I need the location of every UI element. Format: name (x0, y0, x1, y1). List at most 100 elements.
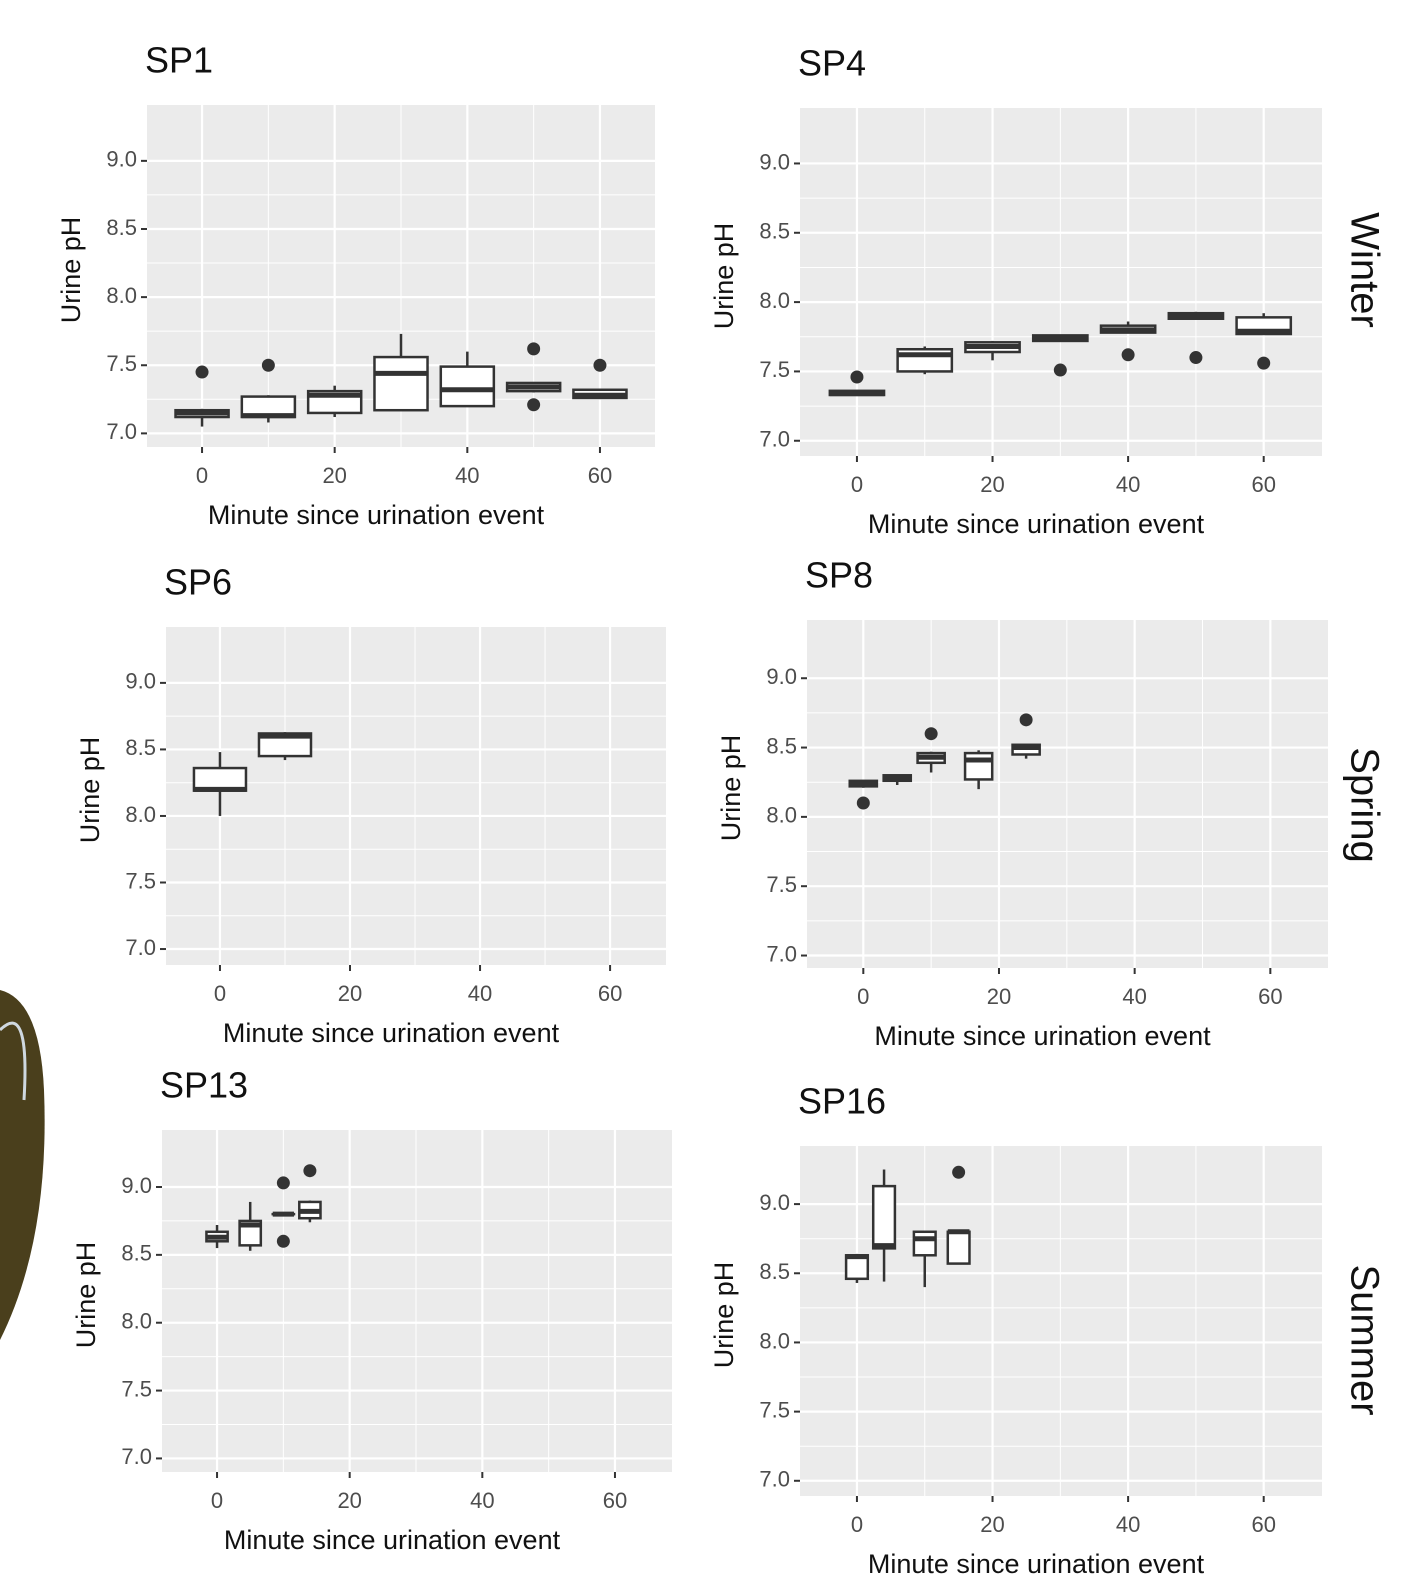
y-tick-label: 8.0 (759, 288, 790, 313)
outlier (856, 796, 870, 810)
outlier (276, 1234, 290, 1248)
y-tick-label: 8.5 (121, 1241, 152, 1266)
plot-background (162, 1130, 672, 1472)
box (373, 355, 429, 412)
x-axis-title: Minute since urination event (208, 500, 545, 530)
outlier (924, 727, 938, 741)
box (871, 1184, 897, 1250)
x-tick-label: 40 (1122, 984, 1146, 1009)
outlier (1189, 351, 1203, 365)
plot-background (166, 627, 666, 965)
y-tick-label: 9.0 (759, 1190, 790, 1215)
y-tick-label: 9.0 (106, 147, 137, 172)
x-tick-label: 60 (603, 1488, 627, 1513)
x-tick-label: 60 (1251, 472, 1275, 497)
box (439, 365, 496, 408)
x-axis-title: Minute since urination event (224, 1525, 561, 1555)
x-tick-label: 0 (851, 1512, 863, 1537)
x-tick-label: 60 (588, 463, 612, 488)
x-tick-label: 40 (1116, 1512, 1140, 1537)
x-tick-label: 20 (337, 1488, 361, 1513)
outlier (1121, 348, 1135, 362)
box (912, 1230, 937, 1257)
y-axis-title: Urine pH (709, 1262, 739, 1369)
outlier (261, 358, 275, 372)
y-tick-label: 8.0 (759, 1328, 790, 1353)
y-tick-label: 7.0 (759, 1467, 790, 1492)
outlier (1257, 356, 1271, 370)
panel-title: SP6 (164, 562, 232, 603)
y-tick-label: 7.5 (106, 351, 137, 376)
y-tick-label: 8.5 (106, 215, 137, 240)
y-tick-label: 7.5 (759, 357, 790, 382)
y-tick-label: 8.5 (766, 733, 797, 758)
y-tick-label: 8.5 (759, 219, 790, 244)
x-tick-label: 20 (987, 984, 1011, 1009)
panel-title: SP4 (798, 43, 866, 84)
background-photo (0, 990, 45, 1340)
x-tick-label: 40 (455, 463, 479, 488)
y-tick-label: 7.5 (121, 1376, 152, 1401)
outlier (527, 342, 541, 356)
y-tick-label: 7.5 (125, 868, 156, 893)
y-tick-label: 7.5 (766, 872, 797, 897)
row-label: Spring (1342, 747, 1386, 863)
outlier (952, 1165, 966, 1179)
x-tick-label: 60 (598, 981, 622, 1006)
x-tick-label: 20 (980, 1512, 1004, 1537)
y-tick-label: 9.0 (766, 664, 797, 689)
x-tick-label: 0 (851, 472, 863, 497)
x-tick-label: 40 (468, 981, 492, 1006)
y-tick-label: 9.0 (759, 149, 790, 174)
box (946, 1230, 971, 1265)
background-photo-edge (0, 1021, 27, 1101)
y-tick-label: 8.0 (106, 283, 137, 308)
x-axis-title: Minute since urination event (874, 1021, 1211, 1051)
x-axis-title: Minute since urination event (223, 1018, 560, 1048)
plot-background (800, 108, 1322, 456)
y-tick-label: 9.0 (125, 669, 156, 694)
outlier (276, 1176, 290, 1190)
x-tick-label: 20 (338, 981, 362, 1006)
x-tick-label: 20 (322, 463, 346, 488)
row-label: Winter (1342, 212, 1386, 328)
y-tick-label: 9.0 (121, 1173, 152, 1198)
x-tick-label: 20 (980, 472, 1004, 497)
y-tick-label: 8.5 (125, 735, 156, 760)
x-tick-label: 40 (470, 1488, 494, 1513)
y-tick-label: 8.0 (766, 803, 797, 828)
x-tick-label: 0 (214, 981, 226, 1006)
y-tick-label: 7.0 (121, 1444, 152, 1469)
outlier (195, 365, 209, 379)
outlier (850, 370, 864, 384)
panel-title: SP1 (145, 40, 213, 81)
y-tick-label: 7.5 (759, 1397, 790, 1422)
y-axis-title: Urine pH (716, 735, 746, 842)
y-tick-label: 8.0 (121, 1309, 152, 1334)
y-tick-label: 7.0 (125, 935, 156, 960)
row-label: Summer (1342, 1264, 1386, 1415)
y-axis-title: Urine pH (709, 223, 739, 330)
outlier (303, 1164, 317, 1178)
box (257, 732, 313, 758)
y-tick-label: 7.0 (106, 419, 137, 444)
y-axis-title: Urine pH (75, 737, 105, 844)
y-tick-label: 7.0 (759, 427, 790, 452)
x-tick-label: 0 (857, 984, 869, 1009)
x-axis-title: Minute since urination event (868, 1549, 1205, 1576)
y-axis-title: Urine pH (56, 217, 86, 324)
plot-background (807, 620, 1328, 968)
box (963, 751, 994, 781)
x-tick-label: 0 (211, 1488, 223, 1513)
y-tick-label: 8.0 (125, 802, 156, 827)
x-tick-label: 60 (1258, 984, 1282, 1009)
x-tick-label: 60 (1251, 1512, 1275, 1537)
x-tick-label: 0 (196, 463, 208, 488)
y-tick-label: 8.5 (759, 1259, 790, 1284)
outlier (527, 398, 541, 412)
outlier (1019, 713, 1033, 727)
x-tick-label: 40 (1116, 472, 1140, 497)
panel-title: SP13 (160, 1065, 248, 1106)
outlier (593, 358, 607, 372)
